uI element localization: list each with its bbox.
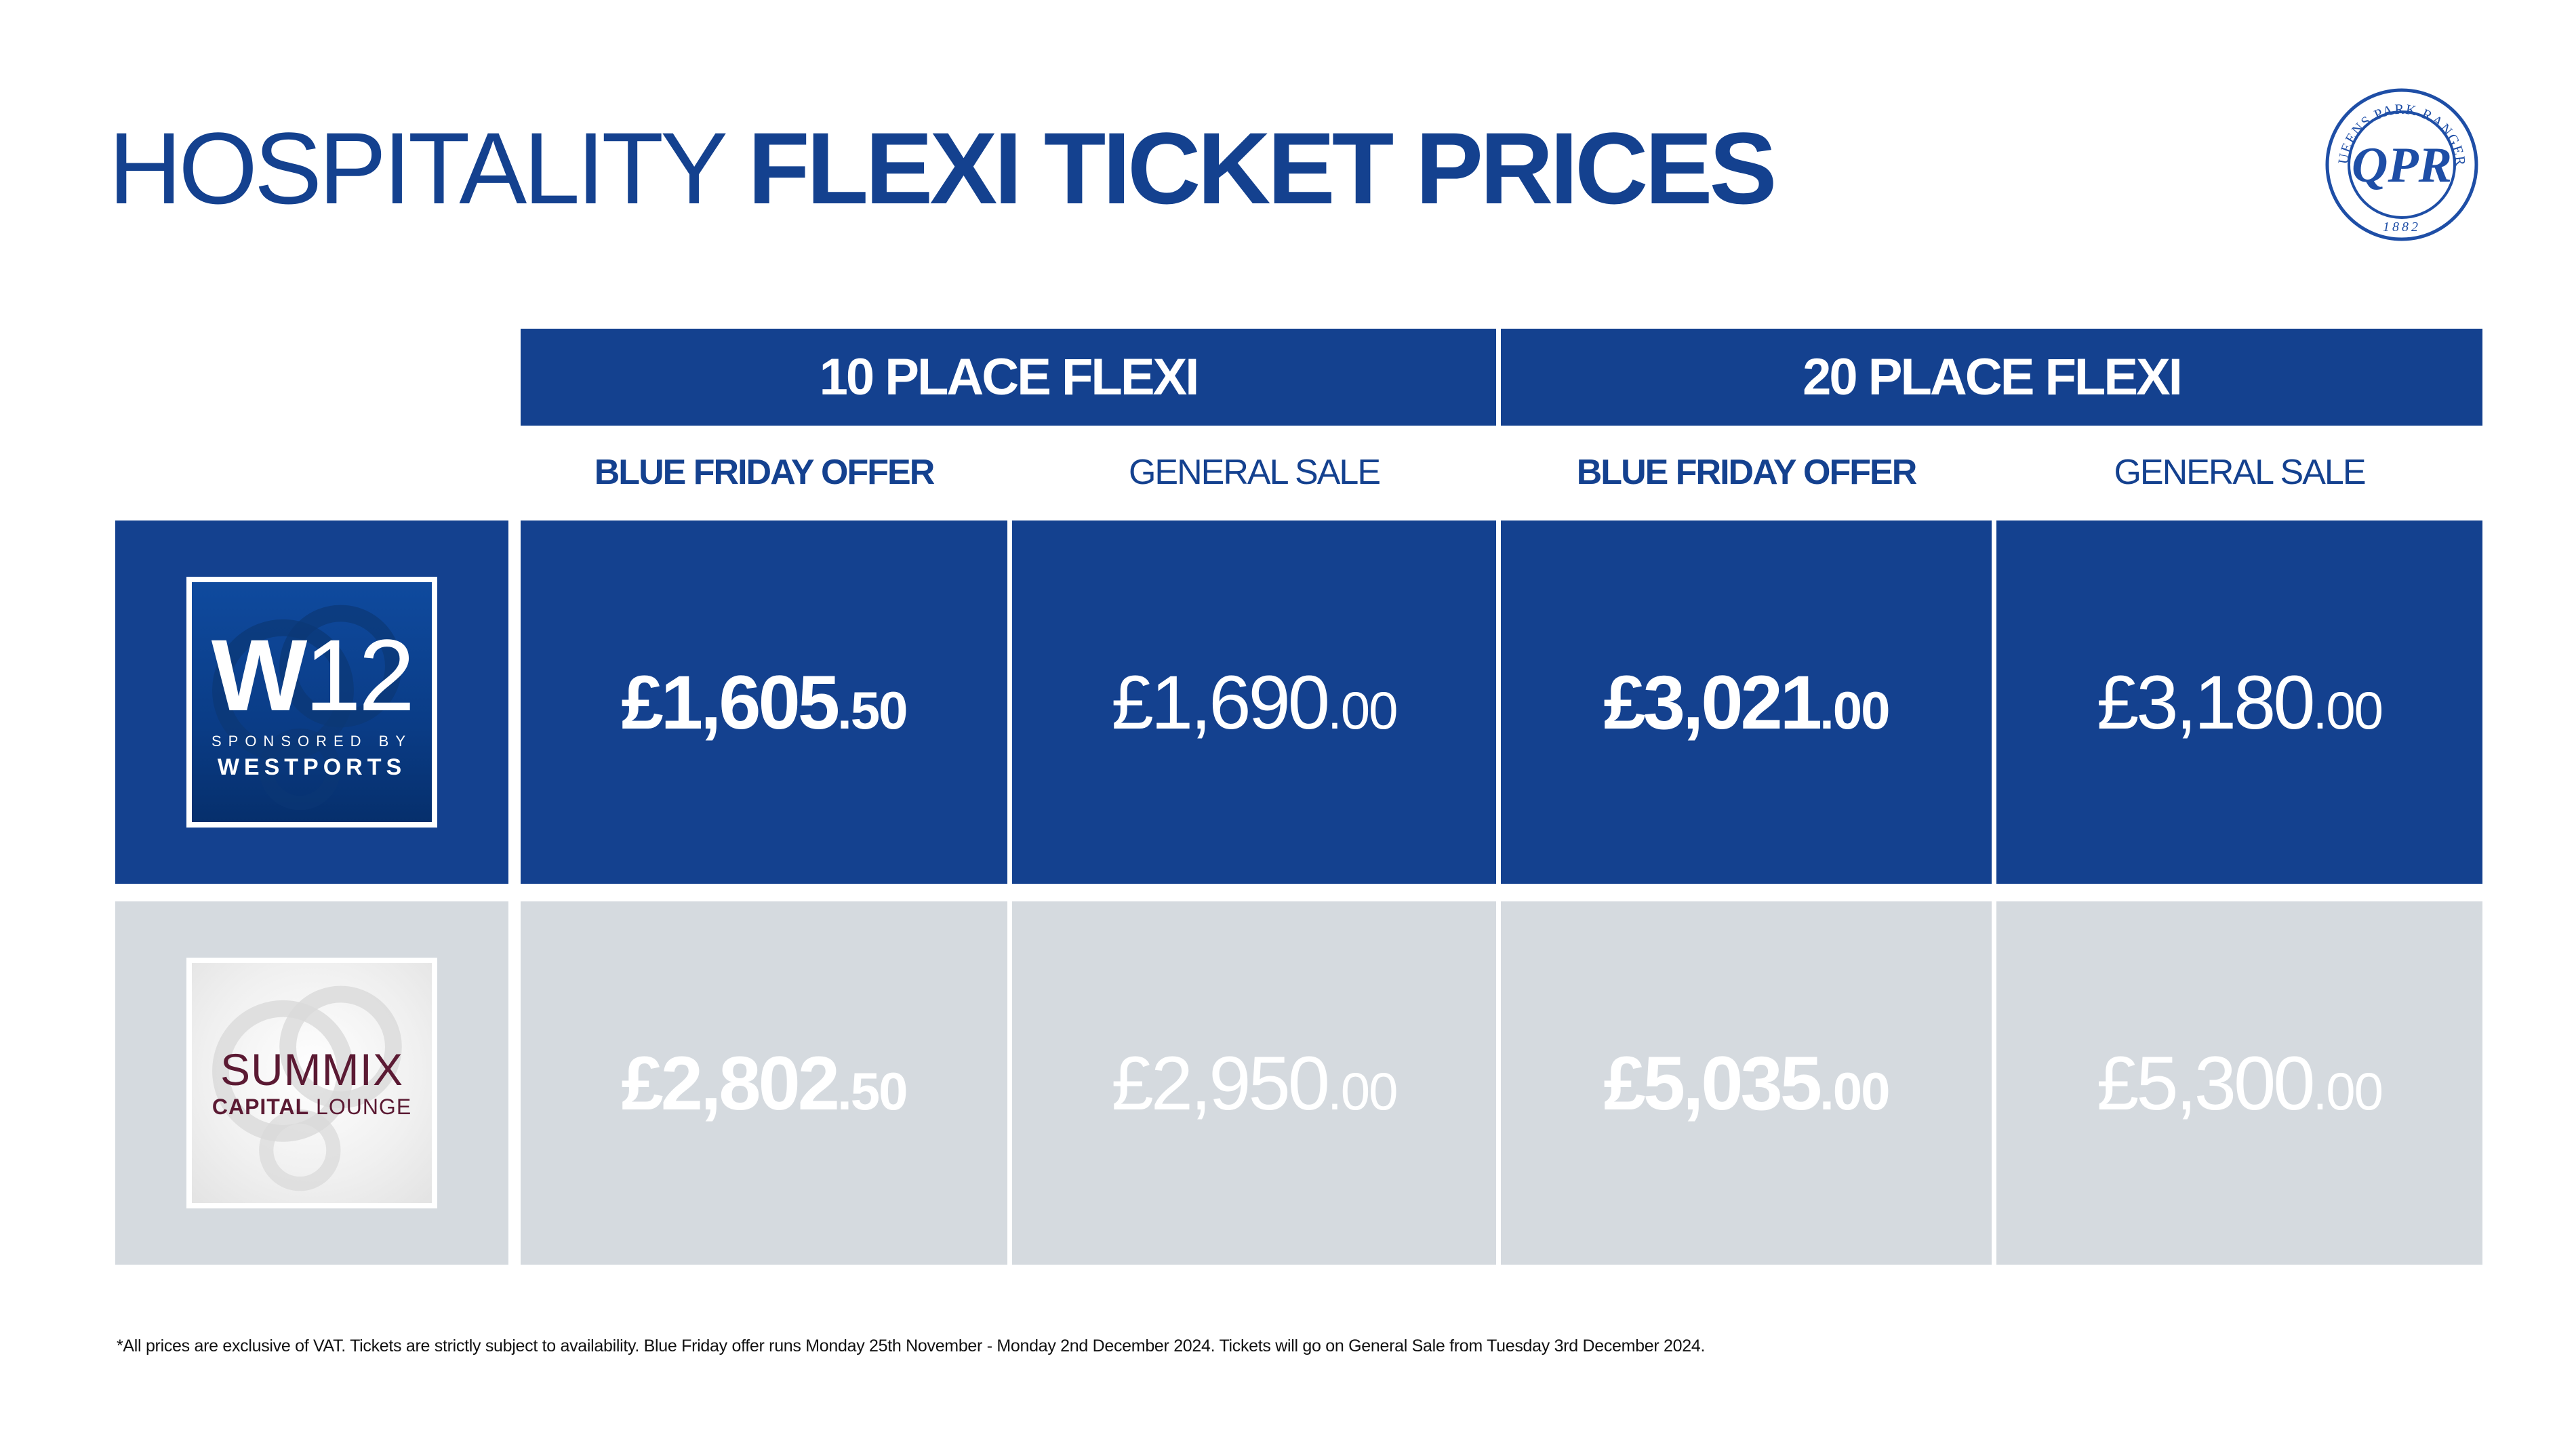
group-header-20-place: 20 PLACE FLEXI [1501,329,2482,426]
col-header-20-blue-friday: BLUE FRIDAY OFFER [1576,453,1918,492]
footnote-disclaimer: *All prices are exclusive of VAT. Ticket… [117,1336,1706,1355]
w12-logo: W12 SPONSORED BY WESTPORTS [186,577,437,828]
price-cell-w12-10-general-sale: £1,690.00 [1012,521,1496,884]
col-header-10-general-sale: GENERAL SALE [1128,453,1381,492]
w12-monogram-watermark-icon [212,605,402,811]
price-cell-summix-10-general-sale: £2,950.00 [1012,901,1496,1265]
price-cell-w12-20-general-sale: £3,180.00 [1996,521,2482,884]
svg-text:1882: 1882 [2383,220,2421,234]
title-light: HOSPITALITY [108,111,748,225]
price-cell-summix-10-blue-friday: £2,802.50 [521,901,1007,1265]
price-cell-w12-20-blue-friday: £3,021.00 [1501,521,1992,884]
summix-name: SUMMIX [220,1044,403,1095]
row-label-summix: SUMMIX CAPITAL LOUNGE [115,901,508,1265]
svg-text:QPR: QPR [2352,138,2452,193]
w12-sponsored-by: SPONSORED BY [211,732,413,750]
summix-logo: SUMMIX CAPITAL LOUNGE [186,958,437,1208]
col-header-20-general-sale: GENERAL SALE [2114,453,2366,492]
w12-sponsor-name: WESTPORTS [217,754,407,780]
title-bold: FLEXI TICKET PRICES [748,111,1777,225]
summix-monogram-watermark-icon [212,985,402,1191]
w12-mark: W12 [211,617,415,732]
row-label-w12: W12 SPONSORED BY WESTPORTS [115,521,508,884]
price-cell-summix-20-blue-friday: £5,035.00 [1501,901,1992,1265]
qpr-crest-logo: QUEENS PARK RANGERS QPR 1882 [2318,74,2480,243]
qpr-crest-icon: QUEENS PARK RANGERS QPR 1882 [2318,74,2478,241]
price-cell-w12-10-blue-friday: £1,605.50 [521,521,1007,884]
summix-sub: CAPITAL LOUNGE [212,1094,412,1119]
price-cell-summix-20-general-sale: £5,300.00 [1996,901,2482,1265]
col-header-10-blue-friday: BLUE FRIDAY OFFER [594,453,935,492]
group-header-10-place: 10 PLACE FLEXI [521,329,1496,426]
page-title: HOSPITALITY FLEXI TICKET PRICES [108,111,1777,225]
